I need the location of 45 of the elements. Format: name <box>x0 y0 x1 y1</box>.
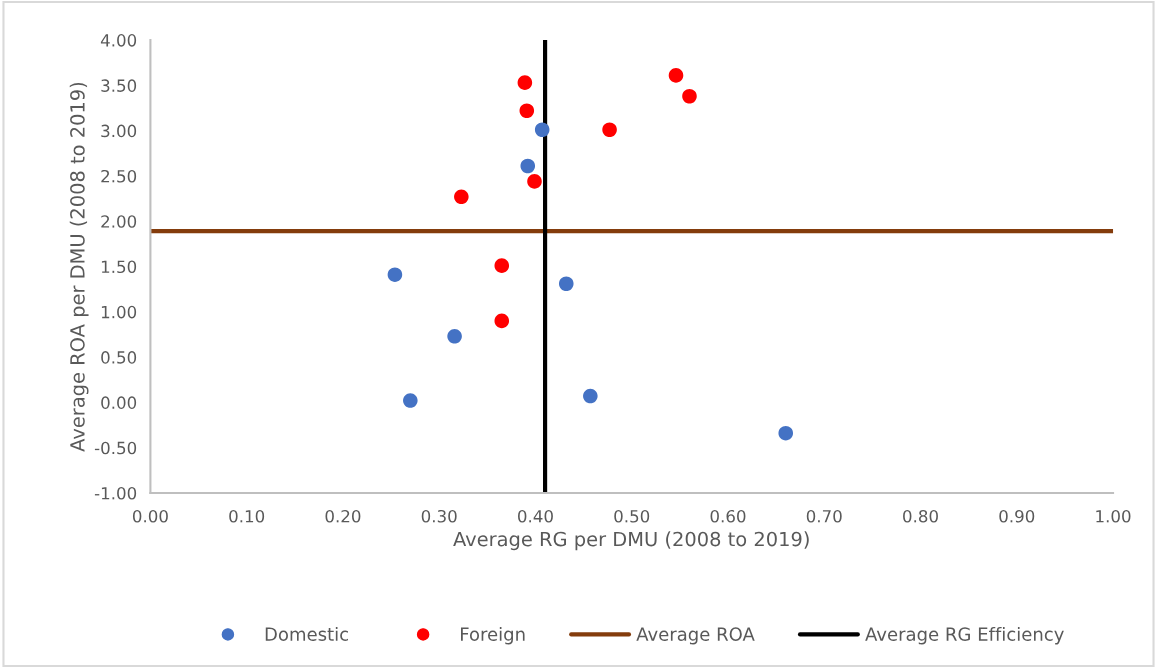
y-tick-label: -1.00 <box>94 486 137 500</box>
legend-label: Foreign <box>461 626 525 645</box>
point <box>494 258 510 273</box>
legend-label: Average RG Efficiency <box>865 626 1064 645</box>
x-tick-label: 0.20 <box>325 509 361 523</box>
x-tick-label: 0.90 <box>999 509 1035 523</box>
y-tick-label: 0.00 <box>101 396 137 409</box>
y-tick-label: 1.50 <box>101 260 137 274</box>
point <box>517 75 533 90</box>
point <box>668 68 684 83</box>
legend-label: Domestic <box>265 626 348 641</box>
legend-label: Average ROA <box>636 627 755 645</box>
y-axis-title: Average ROA per DMU (2008 to 2019) <box>69 82 89 452</box>
point <box>534 122 550 138</box>
point <box>387 267 403 282</box>
x-tick-label: 0.00 <box>132 509 168 523</box>
x-tick-label: 0.80 <box>903 509 938 523</box>
x-tick-label: 0.40 <box>518 509 553 523</box>
point <box>403 393 418 408</box>
x-tick-label: 0.70 <box>806 509 842 523</box>
point <box>527 174 542 189</box>
point <box>558 276 574 292</box>
y-tick-label: 3.50 <box>101 79 137 92</box>
point <box>494 313 510 329</box>
x-tick-label: 0.10 <box>229 509 265 523</box>
x-tick-label: 1.00 <box>1096 509 1131 523</box>
x-tick-label: 0.50 <box>614 509 650 523</box>
y-tick-label: 4.00 <box>100 34 137 47</box>
point <box>778 425 794 441</box>
point <box>682 88 697 104</box>
y-tick-label: 1.00 <box>101 305 137 319</box>
point <box>602 122 617 138</box>
x-tick-label: 0.60 <box>710 509 746 523</box>
x-axis-title: Average RG per DMU (2008 to 2019) <box>453 531 809 551</box>
point <box>583 388 598 404</box>
point <box>447 329 462 344</box>
y-tick-label: 0.50 <box>101 351 137 364</box>
point <box>454 189 469 205</box>
point <box>519 103 535 119</box>
y-tick-label: 2.50 <box>101 169 137 183</box>
point <box>520 158 536 174</box>
x-tick-label: 0.30 <box>421 509 457 523</box>
y-tick-label: 3.00 <box>101 124 137 138</box>
y-tick-label: 2.00 <box>101 215 137 228</box>
y-tick-label: -0.50 <box>94 441 137 455</box>
